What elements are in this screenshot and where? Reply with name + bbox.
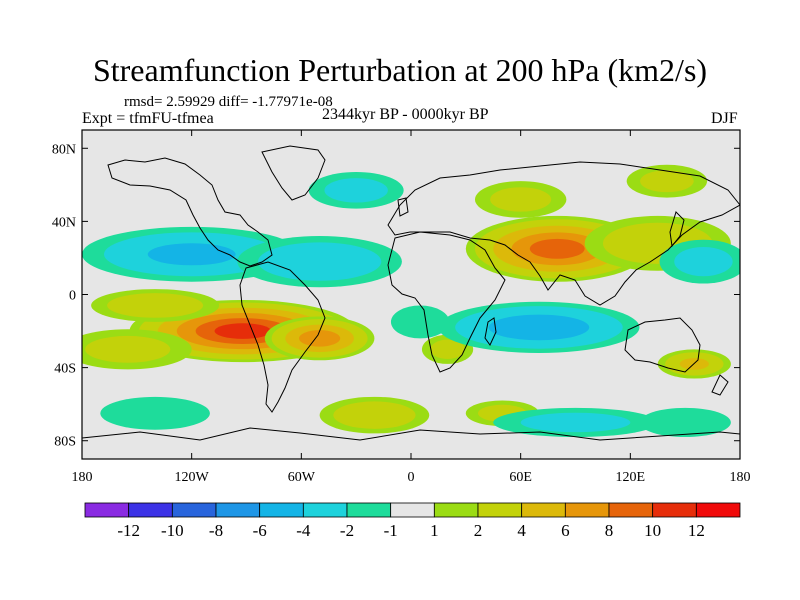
x-tick-label-2: 60W — [288, 470, 316, 485]
anomaly-17-level-1 — [520, 412, 631, 433]
colorbar-box-1 — [128, 502, 173, 518]
anomaly-19-level-0 — [639, 407, 731, 438]
y-tick-label-1: 40N — [52, 215, 76, 230]
colorbar-box-5 — [302, 502, 348, 518]
colorbar-label-10: 6 — [561, 521, 570, 540]
y-tick-label-4: 80S — [54, 435, 76, 450]
coast-eurasia — [387, 161, 740, 306]
colorbar-label-9: 4 — [517, 521, 526, 540]
anomaly-0-level-5 — [214, 323, 272, 339]
colorbar-box-10 — [521, 502, 566, 518]
colorbar: -12 -10 -8 -6 -4 -2 -1 1 2 4 6 8 10 12 — [84, 502, 741, 540]
x-tick-label-1: 120W — [175, 470, 210, 485]
anomaly-8-level-1 — [640, 170, 694, 193]
coast-greenland — [261, 145, 326, 201]
experiment-label: Expt = tfmFU-tfmea — [82, 110, 214, 127]
anomaly-18-level-0 — [100, 396, 210, 430]
colorbar-box-3 — [215, 502, 261, 518]
anomaly-4-level-1 — [333, 401, 416, 429]
anomaly-13-level-1 — [257, 242, 382, 281]
colorbar-label-7: 1 — [430, 521, 439, 540]
coast-south-america — [239, 261, 326, 413]
colorbar-label-2: -8 — [209, 521, 223, 540]
y-tick-label-2: 0 — [69, 289, 76, 304]
colorbar-label-11: 8 — [605, 521, 614, 540]
coast-japan — [669, 211, 685, 248]
x-tick-label-3: 0 — [408, 470, 415, 485]
anomaly-field — [82, 164, 740, 438]
y-tick-label-0: 80N — [52, 142, 76, 157]
anomaly-3-level-1 — [107, 293, 204, 318]
coast-north-america — [107, 157, 273, 267]
anomaly-12-level-2 — [147, 243, 236, 266]
x-tick-label-6: 180 — [730, 470, 751, 485]
colorbar-label-3: -6 — [253, 521, 267, 540]
colorbar-label-12: 10 — [644, 521, 661, 540]
anomaly-15-level-1 — [324, 178, 388, 203]
anomaly-7-level-1 — [490, 187, 552, 212]
x-tick-label-5: 120E — [616, 470, 646, 485]
colorbar-box-2 — [171, 502, 217, 518]
axes: 180 120W 60W 0 60E 120E 180 80N 40N 0 40S 80S — [52, 130, 751, 485]
colorbar-label-1: -10 — [161, 521, 184, 540]
colorbar-label-6: -1 — [384, 521, 398, 540]
colorbar-label-4: -4 — [296, 521, 311, 540]
stats-line: rmsd= 2.59929 diff= -1.77971e-08 — [124, 94, 333, 110]
colorbar-box-8 — [433, 502, 479, 518]
coast-new-zealand — [711, 374, 729, 396]
anomaly-10-level-1 — [430, 339, 465, 360]
anomaly-5-level-4 — [529, 238, 585, 259]
coast-australia — [624, 317, 701, 373]
anomaly-14-level-2 — [488, 314, 590, 341]
colorbar-label-13: 12 — [688, 521, 705, 540]
anomaly-16-level-1 — [674, 247, 733, 277]
colorbar-box-14 — [695, 502, 741, 518]
chart-title: Streamfunction Perturbation at 200 hPa (… — [92, 52, 708, 88]
colorbar-box-0 — [84, 502, 130, 518]
colorbar-box-11 — [564, 502, 610, 518]
x-tick-label-4: 60E — [509, 470, 532, 485]
season-label: DJF — [711, 110, 738, 127]
y-tick-label-3: 40S — [54, 362, 76, 377]
colorbar-box-4 — [259, 502, 304, 518]
x-tick-label-0: 180 — [72, 470, 93, 485]
coast-africa — [387, 231, 506, 373]
anomaly-1-level-3 — [299, 330, 341, 347]
colorbar-box-6 — [346, 502, 392, 518]
colorbar-box-7 — [390, 502, 435, 518]
anomaly-2-level-1 — [85, 335, 171, 363]
period-label: 2344kyr BP - 0000kyr BP — [322, 106, 489, 123]
coastlines — [82, 145, 740, 441]
colorbar-box-12 — [608, 502, 654, 518]
colorbar-label-8: 2 — [474, 521, 483, 540]
colorbar-box-9 — [477, 502, 523, 518]
colorbar-box-13 — [652, 502, 697, 518]
coast-antarctica — [82, 427, 740, 441]
anomaly-20-level-0 — [390, 305, 450, 339]
colorbar-label-5: -2 — [340, 521, 354, 540]
coast-uk — [397, 197, 409, 217]
coast-madagascar — [484, 317, 497, 346]
colorbar-label-0: -12 — [117, 521, 140, 540]
